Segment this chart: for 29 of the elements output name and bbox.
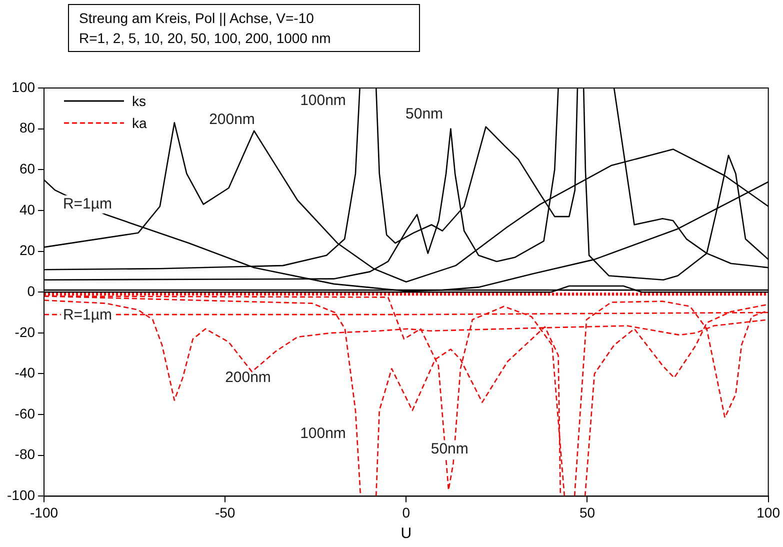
y-tick-label: 60 — [19, 160, 36, 176]
x-tick-label: 0 — [402, 504, 410, 520]
annotation: 100nm — [300, 92, 346, 110]
y-tick-label: -100 — [6, 487, 36, 504]
y-tick-label: -20 — [14, 324, 36, 340]
legend-label: ks — [132, 92, 146, 111]
chart-subtitle: R=1, 2, 5, 10, 20, 50, 100, 200, 1000 nm — [79, 29, 332, 48]
annotation: 50nm — [430, 440, 468, 458]
annotation: 50nm — [406, 106, 444, 123]
x-tick-label: -50 — [214, 504, 236, 520]
annotation: 200nm — [225, 369, 271, 386]
y-tick-label: -60 — [14, 405, 36, 422]
y-tick-label: -40 — [14, 364, 36, 381]
y-tick-label: -80 — [14, 446, 36, 462]
legend-label: ka — [132, 114, 147, 133]
annotation: 100nm — [300, 425, 346, 442]
y-tick-label: 100 — [12, 78, 36, 95]
x-tick-label: -100 — [30, 504, 58, 520]
annotation: R=1µm — [62, 306, 112, 324]
y-tick-label: 40 — [19, 201, 36, 218]
y-tick-label: 0 — [27, 282, 36, 299]
x-axis-title: U — [400, 525, 412, 542]
y-tick-label: 80 — [19, 120, 36, 136]
x-tick-label: 100 — [756, 504, 780, 520]
annotation: 200nm — [209, 111, 255, 128]
x-tick-label: 50 — [579, 504, 596, 520]
chart-title: Streung am Kreis, Pol || Achse, V=-10 — [79, 9, 315, 28]
y-tick-label: 20 — [19, 242, 36, 258]
annotation: R=1µm — [62, 195, 112, 212]
